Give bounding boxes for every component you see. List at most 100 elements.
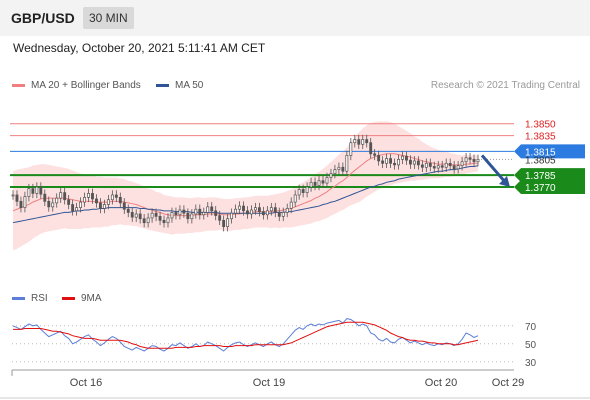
candle-body [138,213,142,220]
candle-body [154,212,158,217]
candle-body [416,160,420,166]
candle-body [182,209,186,214]
candle-body [222,219,226,228]
forecast-arrow-shaft [480,154,508,185]
candle-body [460,161,464,167]
candle-body [385,158,389,164]
candle-body [170,212,174,219]
bottom-border [0,397,590,399]
candle-body [297,189,301,196]
candle-body [464,157,468,163]
candle-body [79,201,82,208]
candle-body [444,162,448,168]
candle-body [83,197,86,203]
candle-body [325,177,329,184]
candle-body [35,186,39,194]
bollinger-band-fill [13,121,478,251]
candle-body [194,208,198,215]
candle-body [269,207,273,212]
candle-body [456,165,460,170]
candle-body [373,153,377,156]
candle-body [305,186,309,193]
candle-body [381,160,385,164]
rsi-line [12,318,479,352]
legend-rsi: RSI [12,293,48,304]
legend-ma50-label: MA 50 [175,80,204,91]
rsi-ma9-line [13,321,479,349]
support-tag [514,168,585,183]
x-axis-tick-label: Oct 19 [253,377,285,389]
candle-body [313,181,317,186]
candle-body [440,165,444,168]
candle-body [349,142,353,156]
candle-body [393,162,396,166]
candle-body [91,193,94,200]
candle-body [230,212,234,220]
candle-body [146,217,150,224]
ma50-line [12,165,479,224]
legend-9ma: 9MA [62,293,102,304]
x-axis-tick-label: Oct 16 [70,377,102,389]
candle-body [412,160,416,165]
candle-body [226,218,230,228]
candle-body [19,200,23,208]
candle-body [55,197,59,204]
candle-body [329,173,333,178]
candle-body [301,189,305,193]
candle-body [186,212,190,220]
candle-body [265,210,269,216]
candle-body [110,194,114,201]
candle-body [39,186,43,195]
candle-body [190,213,194,220]
candle-body [23,196,27,208]
candle-body [293,194,297,203]
candle-body [202,212,206,216]
candle-body [87,193,90,198]
candle-body [361,139,365,145]
current-price-label: 1.3815 [525,147,556,158]
candle-body [102,204,106,209]
candle-body [99,202,102,209]
candle-body [43,193,47,202]
candle-body [234,208,237,214]
legend-9ma-label: 9MA [81,293,102,304]
candle-body [75,207,79,212]
legend-ma50-swatch [156,83,169,87]
candle-body [309,181,313,188]
support-label: 1.3785 [525,171,556,182]
candle-body [142,218,146,224]
candle-body [162,219,166,224]
candle-body [345,155,349,172]
candle-body [333,169,337,174]
candle-body [353,139,357,144]
candle-body [357,139,361,145]
candle-body [63,192,67,201]
candle-body [71,204,75,212]
candle-body [261,211,265,216]
candle-body [254,207,257,211]
candle-body [106,199,110,205]
support-label: 1.3770 [525,183,556,194]
candle-body [158,216,162,221]
candle-body [432,166,436,169]
candle-body [118,197,122,204]
candle-body [206,206,210,213]
candle-body [27,188,31,197]
candle-body [114,194,118,198]
candle-body [377,155,381,162]
candle-body [365,139,369,144]
candle-body [420,164,424,168]
candle-body [289,201,293,209]
candle-body [317,180,321,186]
candle-body [281,212,285,217]
timeframe-button[interactable]: 30 MIN [83,7,134,29]
candle-body [397,158,400,166]
candle-body [95,198,98,204]
candle-body [166,217,170,224]
candle-body [448,162,452,167]
rsi-tick-label: 70 [525,322,537,333]
legend-ma20-label: MA 20 + Bollinger Bands [31,80,141,91]
candle-body [238,205,241,210]
x-axis-tick-label: Oct 20 [425,377,457,389]
